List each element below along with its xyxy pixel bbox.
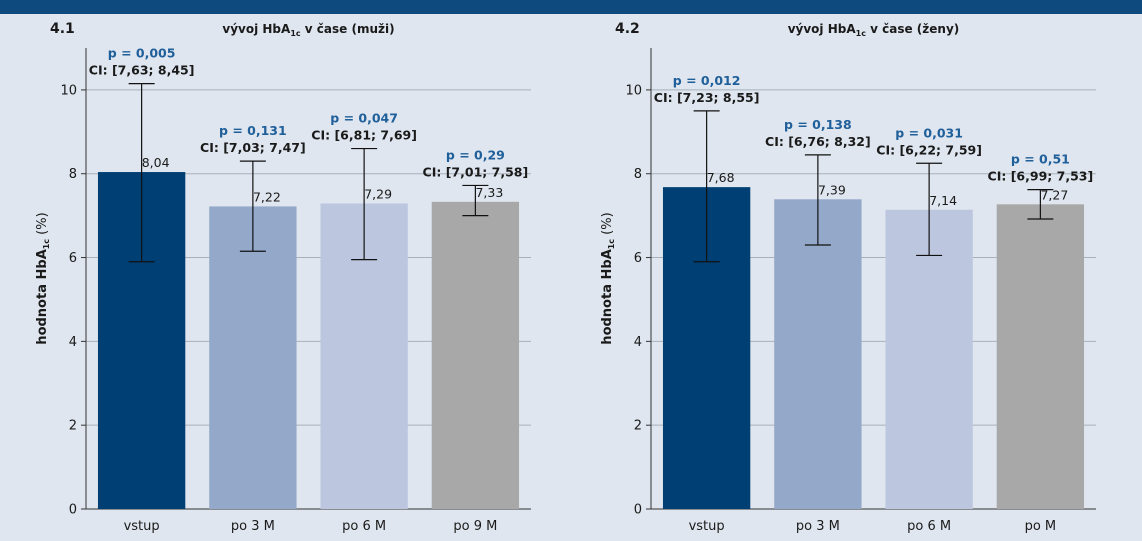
data-label: 7,68 (707, 170, 735, 185)
x-category-label: vstup (689, 519, 725, 534)
y-tick-label: 8 (634, 167, 642, 182)
y-tick-label: 8 (69, 167, 77, 182)
ci-label: CI: [7,03; 7,47] (200, 140, 306, 155)
ci-label: CI: [7,23; 8,55] (654, 90, 760, 105)
bar (885, 209, 973, 509)
y-tick-label: 10 (625, 83, 642, 98)
chart-panel-zeny: 0 2 4 6 8 10 4.2 vývoj HbA1c v čase (ženy) hodno… (571, 16, 1136, 539)
bar (431, 201, 520, 509)
data-label: 7,33 (475, 185, 503, 200)
x-category-label: po M (1025, 519, 1057, 534)
y-tick-label: 6 (634, 251, 642, 266)
ci-label: CI: [6,99; 7,53] (988, 169, 1094, 184)
ci-label: CI: [6,81; 7,69] (311, 128, 417, 143)
y-axis-label: hodnota HbA1c (%) (600, 212, 616, 344)
ci-label: CI: [6,22; 7,59] (876, 142, 982, 157)
data-label: 8,04 (142, 155, 170, 170)
y-tick-label: 4 (634, 335, 642, 350)
ci-label: CI: [7,01; 7,58] (423, 164, 529, 179)
p-value-label: p = 0,005 (108, 46, 176, 61)
chart-panel-muzi: 0 2 4 6 8 10 4.1 vývoj HbA1c v čase (muži) hodno… (6, 16, 571, 539)
p-value-label: p = 0,047 (330, 111, 398, 126)
p-value-label: p = 0,131 (219, 123, 287, 138)
y-tick-label: 2 (69, 419, 77, 434)
p-value-label: p = 0,012 (673, 73, 741, 88)
y-tick-label: 2 (634, 419, 642, 434)
y-tick-label: 0 (634, 503, 642, 518)
p-value-label: p = 0,29 (446, 147, 505, 162)
x-category-label: po 3 M (231, 519, 275, 534)
p-value-label: p = 0,51 (1011, 152, 1070, 167)
bar-chart-muzi: 0 2 4 6 8 10 4.1 vývoj HbA1c v čase (muži) hodno… (35, 21, 531, 534)
bar (996, 204, 1085, 509)
data-label: 7,29 (364, 186, 392, 201)
chart-title: vývoj HbA1c v čase (ženy) (788, 22, 960, 38)
ci-label: CI: [6,76; 8,32] (765, 134, 871, 149)
data-label: 7,14 (929, 193, 957, 208)
ci-label: CI: [7,63; 8,45] (89, 63, 195, 78)
panel-number: 4.2 (615, 21, 640, 37)
x-category-label: vstup (124, 519, 160, 534)
y-tick-label: 4 (69, 335, 77, 350)
p-value-label: p = 0,031 (895, 125, 963, 140)
x-category-label: po 6 M (342, 519, 386, 534)
bar (774, 199, 862, 510)
y-tick-label: 6 (69, 251, 77, 266)
y-tick-label: 10 (60, 83, 77, 98)
header-band (0, 0, 1142, 14)
x-category-label: po 6 M (907, 519, 951, 534)
x-category-label: po 9 M (453, 519, 497, 534)
chart-title: vývoj HbA1c v čase (muži) (222, 22, 394, 38)
bar (209, 206, 297, 509)
data-label: 7,27 (1040, 187, 1068, 202)
p-value-label: p = 0,138 (784, 117, 852, 132)
data-label: 7,39 (818, 182, 846, 197)
y-axis-label: hodnota HbA1c (%) (35, 212, 51, 344)
panel-number: 4.1 (50, 21, 75, 37)
data-label: 7,22 (253, 189, 281, 204)
y-tick-label: 0 (69, 503, 77, 518)
bar-chart-zeny: 0 2 4 6 8 10 4.2 vývoj HbA1c v čase (ženy) hodno… (600, 21, 1096, 534)
x-category-label: po 3 M (796, 519, 840, 534)
